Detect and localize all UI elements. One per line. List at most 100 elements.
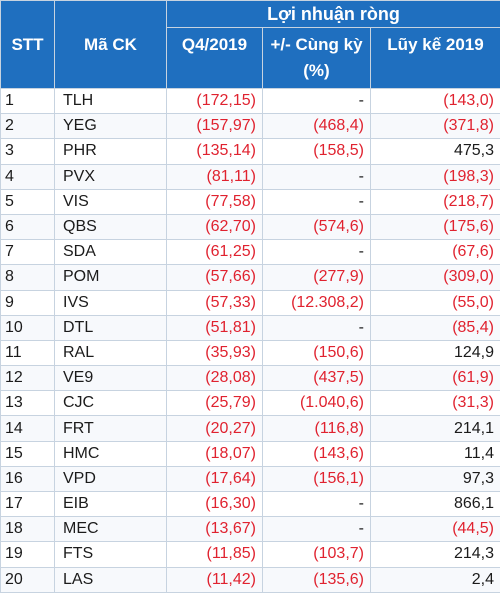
cell-q4-2019: (61,25)	[167, 240, 263, 265]
cell-q4-2019: (57,66)	[167, 265, 263, 290]
cell-ytd-2019: (31,3)	[371, 391, 500, 416]
cell-stock-code: HMC	[55, 441, 167, 466]
cell-stt: 16	[1, 466, 55, 491]
cell-q4-2019: (25,79)	[167, 391, 263, 416]
cell-stt: 3	[1, 139, 55, 164]
cell-q4-2019: (62,70)	[167, 214, 263, 239]
cell-yoy-change: (143,6)	[263, 441, 371, 466]
cell-q4-2019: (77,58)	[167, 189, 263, 214]
cell-yoy-change: -	[263, 517, 371, 542]
cell-stt: 4	[1, 164, 55, 189]
cell-yoy-change: (574,6)	[263, 214, 371, 239]
cell-stt: 20	[1, 567, 55, 592]
cell-yoy-change: (135,6)	[263, 567, 371, 592]
cell-stock-code: VIS	[55, 189, 167, 214]
cell-q4-2019: (57,33)	[167, 290, 263, 315]
cell-stock-code: PHR	[55, 139, 167, 164]
cell-stt: 18	[1, 517, 55, 542]
header-ytd-2019: Lũy kế 2019	[371, 28, 500, 89]
cell-ytd-2019: (143,0)	[371, 89, 500, 114]
cell-q4-2019: (11,42)	[167, 567, 263, 592]
cell-q4-2019: (17,64)	[167, 466, 263, 491]
cell-q4-2019: (51,81)	[167, 315, 263, 340]
cell-ytd-2019: (175,6)	[371, 214, 500, 239]
cell-stock-code: SDA	[55, 240, 167, 265]
cell-stt: 12	[1, 366, 55, 391]
cell-yoy-change: -	[263, 164, 371, 189]
cell-ytd-2019: 11,4	[371, 441, 500, 466]
cell-ytd-2019: 475,3	[371, 139, 500, 164]
cell-stock-code: FTS	[55, 542, 167, 567]
cell-stt: 14	[1, 416, 55, 441]
cell-stt: 5	[1, 189, 55, 214]
cell-q4-2019: (81,11)	[167, 164, 263, 189]
cell-stt: 2	[1, 114, 55, 139]
cell-stt: 17	[1, 492, 55, 517]
cell-stock-code: FRT	[55, 416, 167, 441]
cell-q4-2019: (20,27)	[167, 416, 263, 441]
cell-stock-code: POM	[55, 265, 167, 290]
cell-stt: 1	[1, 89, 55, 114]
cell-q4-2019: (11,85)	[167, 542, 263, 567]
header-stock-code: Mã CK	[55, 1, 167, 89]
cell-stock-code: YEG	[55, 114, 167, 139]
cell-q4-2019: (28,08)	[167, 366, 263, 391]
cell-stock-code: VPD	[55, 466, 167, 491]
cell-ytd-2019: (67,6)	[371, 240, 500, 265]
cell-yoy-change: -	[263, 240, 371, 265]
cell-stt: 11	[1, 340, 55, 365]
cell-yoy-change: (12.308,2)	[263, 290, 371, 315]
cell-stock-code: QBS	[55, 214, 167, 239]
cell-yoy-change: (1.040,6)	[263, 391, 371, 416]
cell-yoy-change: (116,8)	[263, 416, 371, 441]
cell-ytd-2019: 866,1	[371, 492, 500, 517]
cell-stock-code: DTL	[55, 315, 167, 340]
cell-ytd-2019: 124,9	[371, 340, 500, 365]
cell-ytd-2019: (218,7)	[371, 189, 500, 214]
cell-stt: 10	[1, 315, 55, 340]
cell-yoy-change: -	[263, 492, 371, 517]
cell-stock-code: VE9	[55, 366, 167, 391]
cell-yoy-change: (156,1)	[263, 466, 371, 491]
cell-q4-2019: (157,97)	[167, 114, 263, 139]
cell-yoy-change: (277,9)	[263, 265, 371, 290]
cell-yoy-change: -	[263, 315, 371, 340]
cell-yoy-change: (437,5)	[263, 366, 371, 391]
cell-stock-code: RAL	[55, 340, 167, 365]
header-q4-2019: Q4/2019	[167, 28, 263, 89]
cell-yoy-change: (468,4)	[263, 114, 371, 139]
cell-yoy-change: (103,7)	[263, 542, 371, 567]
header-yoy-change: +/- Cùng kỳ (%)	[263, 28, 371, 89]
cell-stock-code: IVS	[55, 290, 167, 315]
cell-ytd-2019: 97,3	[371, 466, 500, 491]
cell-stt: 6	[1, 214, 55, 239]
cell-q4-2019: (18,07)	[167, 441, 263, 466]
cell-stt: 15	[1, 441, 55, 466]
cell-q4-2019: (135,14)	[167, 139, 263, 164]
cell-yoy-change: -	[263, 189, 371, 214]
cell-stock-code: PVX	[55, 164, 167, 189]
cell-q4-2019: (35,93)	[167, 340, 263, 365]
cell-ytd-2019: (61,9)	[371, 366, 500, 391]
cell-yoy-change: (150,6)	[263, 340, 371, 365]
table-header: STT Mã CK Lợi nhuận ròng Q4/2019 +/- Cùn…	[1, 1, 500, 89]
cell-ytd-2019: (44,5)	[371, 517, 500, 542]
cell-ytd-2019: 2,4	[371, 567, 500, 592]
cell-stock-code: EIB	[55, 492, 167, 517]
cell-stock-code: CJC	[55, 391, 167, 416]
